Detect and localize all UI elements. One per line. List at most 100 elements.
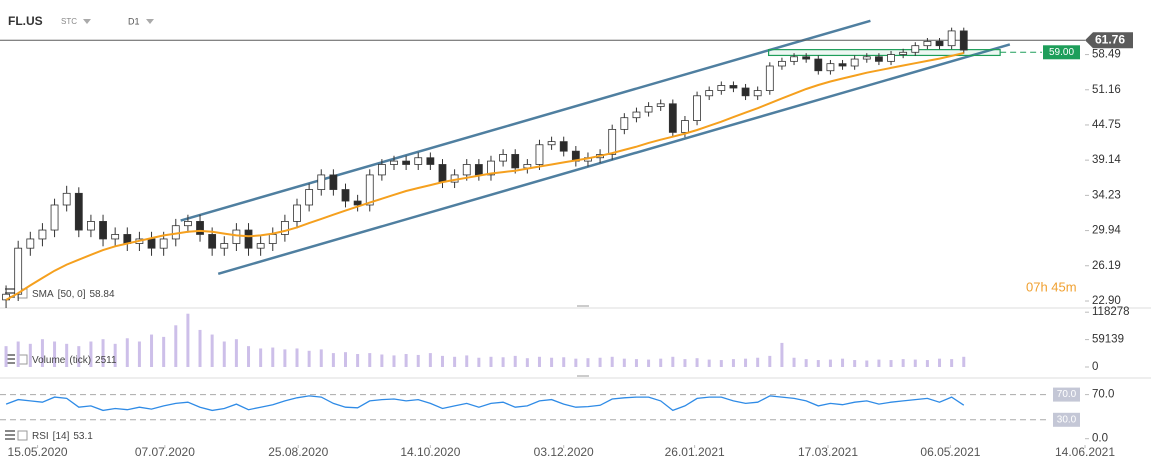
candle-body xyxy=(341,189,350,202)
x-tick-label: 17.03.2021 xyxy=(798,445,858,459)
rsi-level-tag xyxy=(1053,412,1080,427)
candle-body xyxy=(753,90,762,97)
trendline xyxy=(217,43,1011,275)
volume-bar xyxy=(719,360,723,367)
dropdown-caret[interactable] xyxy=(146,19,154,24)
candle-body xyxy=(280,221,289,235)
candle-body xyxy=(923,40,932,47)
candle-body xyxy=(511,154,520,169)
volume-bar xyxy=(707,359,711,367)
x-tick-label: 26.01.2021 xyxy=(665,445,725,459)
candle-body xyxy=(87,221,95,231)
volume-bar xyxy=(586,358,590,367)
candle-body xyxy=(268,234,277,244)
volume-bar xyxy=(695,358,699,367)
candle-body xyxy=(850,58,859,67)
volume-bar xyxy=(380,354,384,367)
legend-name: SMA xyxy=(32,289,54,300)
volume-bar xyxy=(331,353,335,367)
candle-body xyxy=(414,157,423,165)
y-tick-label: 59139 xyxy=(1092,334,1124,346)
legend-params: [50, 0] xyxy=(58,289,86,300)
volume-bar xyxy=(150,334,154,367)
volume-bar xyxy=(671,356,675,367)
dropdown-caret[interactable] xyxy=(83,19,91,24)
candle-body xyxy=(535,144,544,165)
candle-body xyxy=(741,87,750,97)
candle-body xyxy=(911,45,920,53)
volume-bar xyxy=(174,325,178,367)
volume-bar xyxy=(562,357,566,367)
candle-body xyxy=(111,234,120,240)
volume-bar xyxy=(53,341,57,367)
legend-last-value: 58.84 xyxy=(89,289,114,300)
volume-bar xyxy=(901,359,905,367)
volume-bar xyxy=(344,352,348,367)
candle-body xyxy=(329,174,338,190)
candle-body xyxy=(765,65,774,91)
level-label: 59.00 xyxy=(1049,47,1074,58)
volume-bar xyxy=(283,349,287,367)
legend-last-value: 53.1 xyxy=(73,431,93,442)
legend-params: [14] xyxy=(53,431,70,442)
legend-name: RSI xyxy=(32,431,49,442)
volume-bar xyxy=(392,355,396,367)
volume-bar xyxy=(4,346,8,367)
volume-bar xyxy=(404,354,408,367)
volume-bar xyxy=(40,339,44,367)
volume-bar xyxy=(210,334,214,367)
legend-params: (tick) xyxy=(69,355,91,366)
volume-bar xyxy=(65,343,69,367)
volume-bar xyxy=(853,360,857,367)
volume-bar xyxy=(841,358,845,367)
candle-body xyxy=(862,56,871,60)
volume-bar xyxy=(259,348,263,367)
volume-bar xyxy=(247,346,251,367)
volume-bar xyxy=(416,354,420,367)
volume-bar xyxy=(925,360,929,367)
indicator-legend: Volume (tick) 2511 xyxy=(32,355,117,366)
volume-bar xyxy=(622,358,626,367)
candle-body xyxy=(499,154,508,162)
candle-body xyxy=(559,141,568,152)
y-tick-label: 0.0 xyxy=(1092,433,1108,445)
x-tick-label: 14.10.2020 xyxy=(400,445,460,459)
candle-body xyxy=(608,128,617,155)
candle-body xyxy=(887,54,895,62)
symbol[interactable]: FL.US xyxy=(8,14,43,28)
candle-body xyxy=(875,56,883,62)
candle-body xyxy=(390,160,398,165)
volume-bar xyxy=(198,329,202,367)
candle-body xyxy=(293,204,301,222)
candle-body xyxy=(38,229,47,240)
candle-body xyxy=(196,221,204,235)
candle-body xyxy=(802,56,811,60)
volume-bar xyxy=(683,359,687,367)
candle-body xyxy=(620,117,629,130)
interval[interactable]: D1 xyxy=(128,16,140,26)
y-tick-label: 22.90 xyxy=(1092,295,1121,307)
x-tick-label: 06.05.2021 xyxy=(920,445,980,459)
candle-body xyxy=(959,30,968,51)
y-tick-label: 58.49 xyxy=(1092,49,1121,61)
candle-body xyxy=(244,229,253,249)
candle-body xyxy=(487,160,495,176)
volume-bar xyxy=(574,358,578,367)
candle-body xyxy=(99,221,107,240)
indicator-legend: SMA [50, 0] 58.84 xyxy=(32,289,115,300)
candle-body xyxy=(899,51,908,55)
volume-bar xyxy=(489,356,493,367)
candle-body xyxy=(668,103,677,133)
candle-body xyxy=(717,85,726,91)
candle-body xyxy=(377,164,386,176)
volume-bar xyxy=(295,348,299,367)
market[interactable]: STC xyxy=(61,17,77,26)
volume-bar xyxy=(634,359,638,367)
volume-bar xyxy=(137,341,141,367)
volume-bar xyxy=(368,353,372,367)
volume-bar xyxy=(271,347,275,367)
candle-body xyxy=(305,189,314,206)
candle-body xyxy=(74,192,83,231)
volume-bar xyxy=(889,360,893,367)
